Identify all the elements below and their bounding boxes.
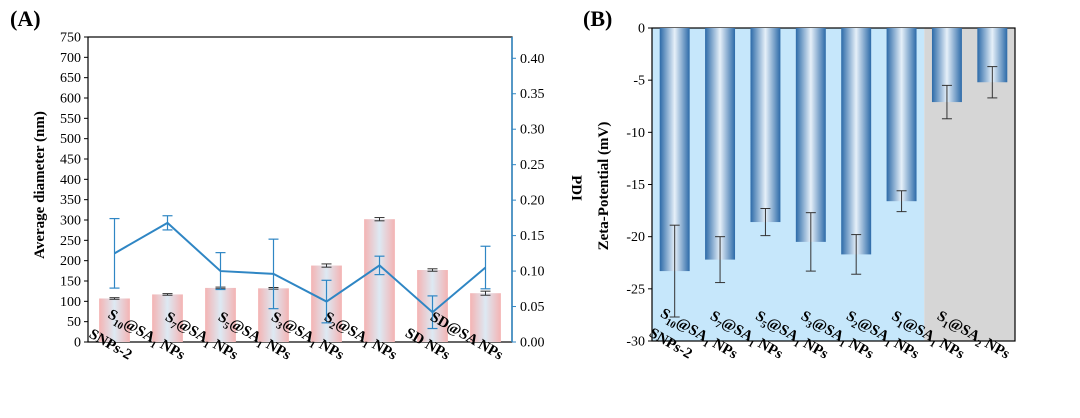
panel-b-bar-4 xyxy=(841,28,872,255)
panel-a-ytick-label: 0 xyxy=(74,336,81,351)
panel-b-ytick-label: -25 xyxy=(626,282,645,297)
panel-a-frame xyxy=(87,36,513,343)
panel-b-ytick-label: -30 xyxy=(626,335,645,350)
panel-b-ytick-label: -20 xyxy=(626,230,645,245)
panel-a-y2tick-label: 0.05 xyxy=(520,300,545,315)
panel-b-bar-1 xyxy=(705,28,736,260)
panel-a-ytick-label: 500 xyxy=(60,132,81,147)
panel-a-label: (A) xyxy=(10,6,41,31)
panel-a-ylabel: Average diameter (nm) xyxy=(32,111,48,259)
panel-a-ytick-label: 600 xyxy=(60,92,81,107)
panel-a-ytick-label: 300 xyxy=(60,214,81,229)
panel-a-y2tick-label: 0.20 xyxy=(520,194,545,209)
panel-a-y2tick-label: 0.35 xyxy=(520,87,545,102)
panel-a-y2label: PDI xyxy=(568,175,584,201)
panel-a-y2tick-label: 0.10 xyxy=(520,265,545,280)
panel-a-chart: 0 50 100 150 200 250 300 350 400 450 500 550 600 650 7… xyxy=(60,31,545,364)
panel-b-ytick-label: -15 xyxy=(626,178,645,193)
panel-a-ytick-label: 450 xyxy=(60,153,81,168)
panel-a-pdi-line xyxy=(114,221,487,314)
panel-a-bar-7 xyxy=(470,293,501,342)
panel-b-label: (B) xyxy=(583,6,612,31)
panel-a-ytick-label: 350 xyxy=(60,193,81,208)
panel-a-ytick-label: 700 xyxy=(60,51,81,66)
panel-a-bar-0 xyxy=(99,298,130,342)
panel-a-ytick-label: 200 xyxy=(60,254,81,269)
panel-b-ytick-label: 0 xyxy=(638,22,645,37)
panel-a-ytick-label: 400 xyxy=(60,173,81,188)
panel-a-ytick-label: 100 xyxy=(60,295,81,310)
panel-a-ytick-label: 150 xyxy=(60,275,81,290)
panel-a-ytick-label: 650 xyxy=(60,71,81,86)
panel-b-bar-5 xyxy=(886,28,917,202)
panel-b-ytick-label: -5 xyxy=(633,74,645,89)
panel-a-bar-5 xyxy=(364,219,395,342)
panel-b-ylabel: Zeta-Potential (mV) xyxy=(596,122,612,251)
panel-a-y2tick-label: 0.25 xyxy=(520,158,545,173)
panel-b-ytick-label: -10 xyxy=(626,126,645,141)
panel-a-ytick-label: 50 xyxy=(67,315,81,330)
panel-a-ytick-label: 750 xyxy=(60,31,81,46)
panel-a-y2tick-label: 0.15 xyxy=(520,229,545,244)
panel-a-y2tick-label: 0.40 xyxy=(520,52,545,67)
panel-b-bar-2 xyxy=(750,28,781,223)
panel-a-ytick-label: 250 xyxy=(60,234,81,249)
panel-a-bar-2 xyxy=(205,287,236,342)
panel-b-bar-3 xyxy=(795,28,826,242)
panel-a-bar-1 xyxy=(152,294,183,342)
panel-a-y2tick-label: 0.00 xyxy=(520,336,545,351)
panel-b-shaded-region-0 xyxy=(652,28,925,341)
panel-a-ytick-label: 550 xyxy=(60,112,81,127)
panel-a-y2tick-label: 0.30 xyxy=(520,123,545,138)
